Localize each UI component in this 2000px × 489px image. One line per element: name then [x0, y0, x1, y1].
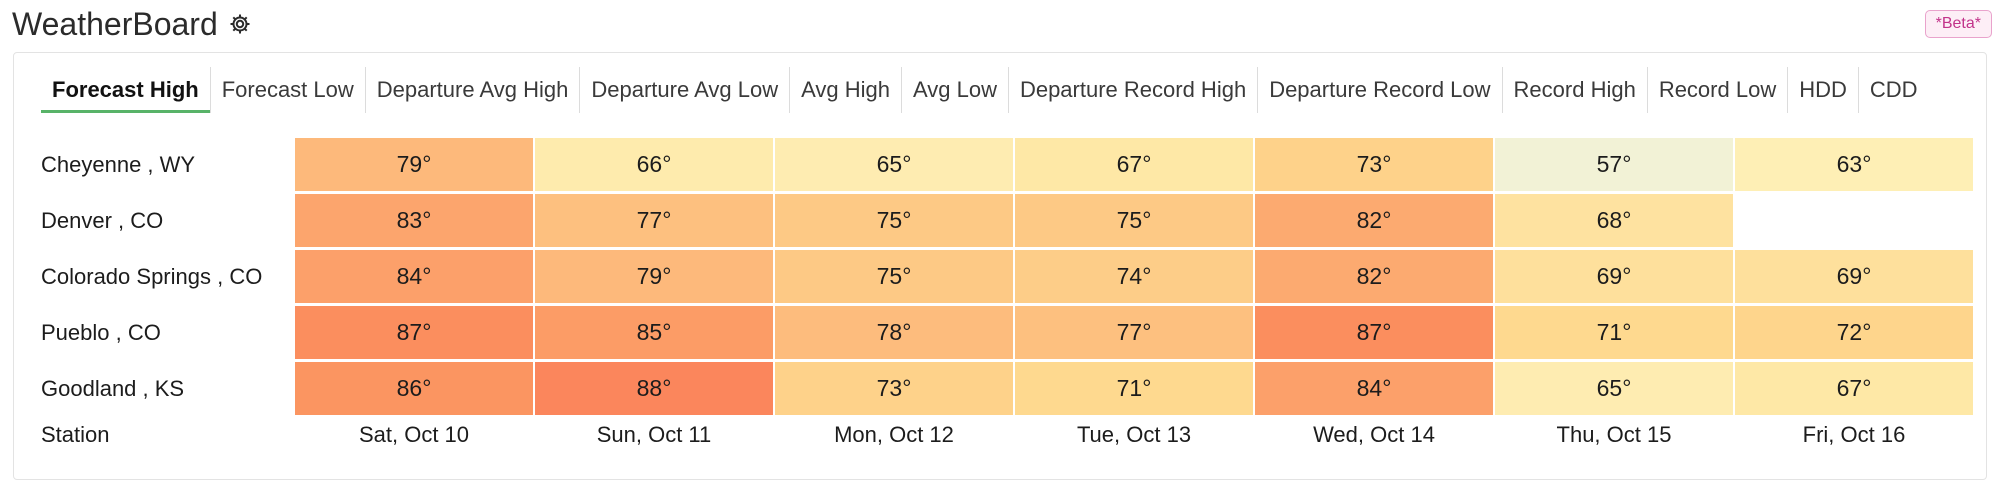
day-header: Thu, Oct 15: [1556, 422, 1672, 447]
table-footer: Station Sat, Oct 10 Sun, Oct 11 Mon, Oct 12…: [41, 418, 1975, 452]
temperature-cell: 57°: [1495, 138, 1733, 191]
day-header: Wed, Oct 14: [1313, 422, 1435, 447]
table-row: Colorado Springs , CO 84° 79° 75° 74° 82° 69° 6…: [41, 250, 1975, 303]
tab-hdd[interactable]: HDD: [1788, 67, 1859, 113]
day-header: Sun, Oct 11: [596, 422, 712, 447]
temperature-cell: 88°: [535, 362, 773, 415]
temperature-cell: 84°: [295, 250, 533, 303]
tab-avg-high[interactable]: Avg High: [790, 67, 902, 113]
temperature-cell: 65°: [1495, 362, 1733, 415]
station-label: Cheyenne , WY: [41, 151, 196, 177]
forecast-table: Cheyenne , WY 79° 66° 65° 67° 73° 57° 63° Denver…: [41, 138, 1975, 452]
temperature-cell: 86°: [295, 362, 533, 415]
temperature-cell: 67°: [1015, 138, 1253, 191]
table-row: Cheyenne , WY 79° 66° 65° 67° 73° 57° 63°: [41, 138, 1975, 191]
temperature-cell: 85°: [535, 306, 773, 359]
temperature-cell: 83°: [295, 194, 533, 247]
temperature-cell: 77°: [1015, 306, 1253, 359]
app-title-text: WeatherBoard: [12, 5, 218, 42]
temperature-cell: 75°: [775, 194, 1013, 247]
temperature-cell: 77°: [535, 194, 773, 247]
station-label: Goodland , KS: [41, 375, 185, 401]
tab-cdd[interactable]: CDD: [1869, 77, 1918, 102]
temperature-cell: 63°: [1735, 138, 1973, 191]
station-label: Pueblo , CO: [41, 319, 161, 345]
temperature-cell: 67°: [1735, 362, 1973, 415]
beta-badge: *Beta*: [1924, 10, 1992, 38]
temperature-cell: 82°: [1255, 250, 1493, 303]
table-row: Pueblo , CO 87° 85° 78° 77° 87° 71° 72°: [41, 306, 1975, 359]
tab-departure-record-high[interactable]: Departure Record High: [1009, 67, 1259, 113]
temperature-cell: 72°: [1735, 306, 1973, 359]
temperature-cell: 73°: [1255, 138, 1493, 191]
temperature-cell: 87°: [295, 306, 533, 359]
temperature-cell: 84°: [1255, 362, 1493, 415]
app-title: WeatherBoard: [12, 2, 252, 46]
temperature-cell: 65°: [775, 138, 1013, 191]
temperature-cell: 71°: [1495, 306, 1733, 359]
temperature-cell: 79°: [295, 138, 533, 191]
gear-icon[interactable]: [228, 12, 252, 36]
tab-record-high[interactable]: Record High: [1503, 67, 1648, 113]
day-header: Sat, Oct 10: [358, 422, 470, 447]
temperature-cell: 74°: [1015, 250, 1253, 303]
station-label: Denver , CO: [41, 207, 164, 233]
tab-departure-avg-high[interactable]: Departure Avg High: [366, 67, 581, 113]
tab-forecast-high[interactable]: Forecast High: [41, 67, 210, 113]
tab-departure-record-low[interactable]: Departure Record Low: [1258, 67, 1503, 113]
day-header: Tue, Oct 13: [1076, 422, 1192, 447]
tab-record-low[interactable]: Record Low: [1648, 67, 1789, 113]
temperature-cell: 66°: [535, 138, 773, 191]
temperature-cell: 78°: [775, 306, 1013, 359]
table-row: Denver , CO 83° 77° 75° 75° 82° 68°: [41, 194, 1975, 247]
temperature-cell: 87°: [1255, 306, 1493, 359]
temperature-cell: [1735, 194, 1973, 247]
temperature-cell: 75°: [775, 250, 1013, 303]
temperature-cell: 75°: [1015, 194, 1253, 247]
tab-avg-low[interactable]: Avg Low: [902, 67, 1009, 113]
forecast-card: Forecast High Forecast Low Departure Avg H…: [13, 52, 1987, 480]
temperature-cell: 69°: [1495, 250, 1733, 303]
tab-departure-avg-low[interactable]: Departure Avg Low: [580, 67, 791, 113]
temperature-cell: 73°: [775, 362, 1013, 415]
temperature-cell: 82°: [1255, 194, 1493, 247]
station-label: Colorado Springs , CO: [41, 263, 263, 289]
temperature-cell: 68°: [1495, 194, 1733, 247]
tab-forecast-low[interactable]: Forecast Low: [209, 67, 366, 113]
metric-tabs: Forecast High Forecast Low Departure Avg H…: [41, 67, 1929, 113]
station-header: Station: [41, 422, 110, 447]
day-header: Mon, Oct 12: [834, 422, 954, 447]
temperature-cell: 69°: [1735, 250, 1973, 303]
day-header: Fri, Oct 16: [1802, 422, 1906, 447]
temperature-cell: 79°: [535, 250, 773, 303]
table-row: Goodland , KS 86° 88° 73° 71° 84° 65° 67°: [41, 362, 1975, 415]
temperature-cell: 71°: [1015, 362, 1253, 415]
